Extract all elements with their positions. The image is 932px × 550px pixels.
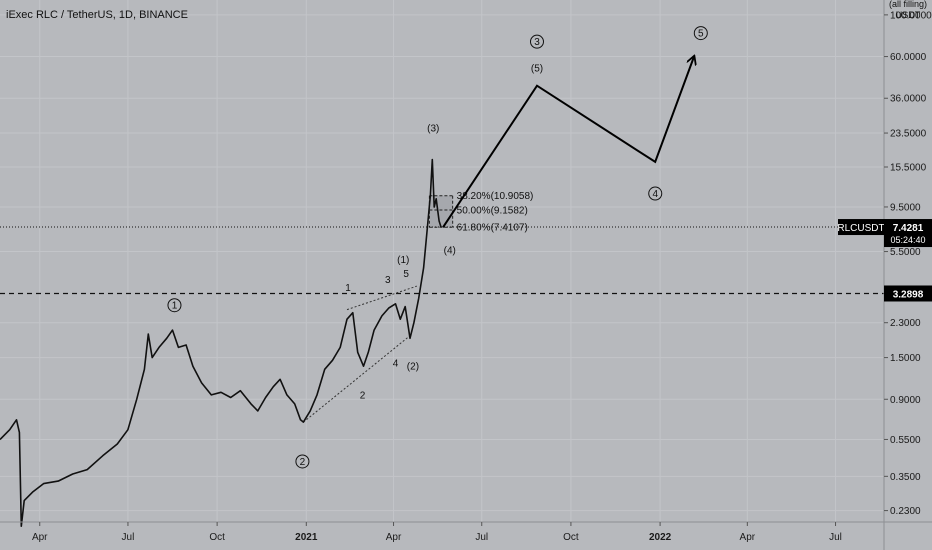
y-tick-label: 0.9000 — [890, 395, 921, 406]
x-tick-label: Apr — [32, 532, 48, 543]
y-tick-label: 0.5500 — [890, 435, 921, 446]
fib-level-label: 50.00%(9.1582) — [457, 205, 528, 216]
y-tick-label: 0.3500 — [890, 472, 921, 483]
wave-circle — [529, 34, 544, 49]
wave-circle — [693, 26, 708, 41]
y-tick-label: 2.3000 — [890, 318, 921, 329]
y-tick-label: 60.0000 — [890, 52, 927, 63]
axis-header-line-2: USDT — [896, 10, 921, 20]
wave-circle — [167, 298, 182, 313]
wave-label-circled: 5 — [698, 29, 704, 40]
symbol-label: RLCUSDT — [837, 223, 884, 234]
wave-label: (3) — [427, 124, 439, 135]
fib-level-label: 61.80%(7.4107) — [457, 223, 528, 234]
wedge-lower-line — [303, 333, 413, 423]
x-tick-label: Apr — [386, 532, 402, 543]
wave-label-circled: 4 — [652, 189, 658, 200]
price-series — [0, 158, 442, 528]
level-price-box — [884, 285, 932, 302]
x-tick-label: 2022 — [649, 532, 672, 543]
x-tick-label: Oct — [563, 532, 579, 543]
current-price-box — [884, 219, 932, 248]
wave-label: (1) — [397, 255, 409, 266]
wave-circle — [295, 454, 310, 469]
wave-circle — [648, 186, 663, 201]
x-tick-label: Jul — [122, 532, 135, 543]
wave-label-circled: 3 — [534, 37, 540, 48]
wave-label: (4) — [444, 246, 456, 257]
y-tick-label: 5.5000 — [890, 247, 921, 258]
wave-label: 4 — [393, 359, 399, 370]
fib-level-label: 38.20%(10.9058) — [457, 191, 534, 202]
y-tick-label: 9.5000 — [890, 202, 921, 213]
chart-title: iExec RLC / TetherUS, 1D, BINANCE — [6, 9, 188, 21]
symbol-label-box — [838, 219, 884, 236]
projection-line — [442, 57, 694, 228]
y-tick-label: 1.5000 — [890, 353, 921, 364]
current-price-label: 7.4281 — [893, 223, 924, 234]
x-tick-label: Jul — [475, 532, 488, 543]
wedge-lines — [303, 285, 417, 423]
wave-label: (2) — [407, 362, 419, 373]
x-tick-label: 2021 — [295, 532, 318, 543]
wave-label: (5) — [531, 64, 543, 75]
y-tick-label: 23.5000 — [890, 129, 927, 140]
countdown-label: 05:24:40 — [890, 235, 925, 245]
grid — [0, 0, 884, 522]
wave-label: 3 — [385, 275, 391, 286]
y-tick-label: 100.0000 — [890, 10, 932, 21]
wave-label: 2 — [360, 390, 366, 401]
level-price-label: 3.2898 — [893, 289, 924, 300]
wave-annotations: 1 2 3 4 5 (5) (3) (4) (1) (2) 1 2 3 4 5 — [167, 26, 708, 469]
wave-label-circled: 1 — [172, 301, 178, 312]
wedge-upper-line — [346, 285, 417, 311]
wave-label: 5 — [403, 269, 409, 280]
x-tick-label: Apr — [740, 532, 756, 543]
wave-label: 1 — [345, 283, 351, 294]
projection-path — [442, 57, 694, 228]
price-line — [0, 158, 442, 528]
axis-header-line-1: (all filling) — [889, 0, 927, 9]
y-tick-label: 36.0000 — [890, 94, 927, 105]
x-tick-label: Jul — [829, 532, 842, 543]
y-tick-label: 15.5000 — [890, 163, 927, 174]
x-tick-label: Oct — [209, 532, 225, 543]
y-tick-label: 0.2300 — [890, 506, 921, 517]
wave-label-circled: 2 — [300, 457, 306, 468]
fib-zone — [429, 195, 453, 228]
horizontal-levels — [0, 226, 884, 295]
